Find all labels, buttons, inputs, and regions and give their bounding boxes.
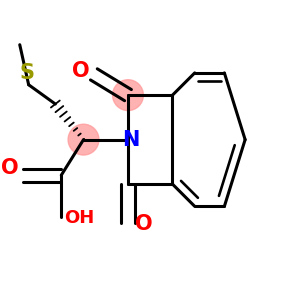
Circle shape	[112, 80, 143, 111]
Text: O: O	[136, 214, 153, 234]
Text: N: N	[122, 130, 140, 150]
Text: O: O	[1, 158, 18, 178]
Text: O: O	[72, 61, 89, 81]
Text: OH: OH	[64, 209, 94, 227]
Text: S: S	[20, 63, 35, 83]
Circle shape	[68, 124, 99, 155]
